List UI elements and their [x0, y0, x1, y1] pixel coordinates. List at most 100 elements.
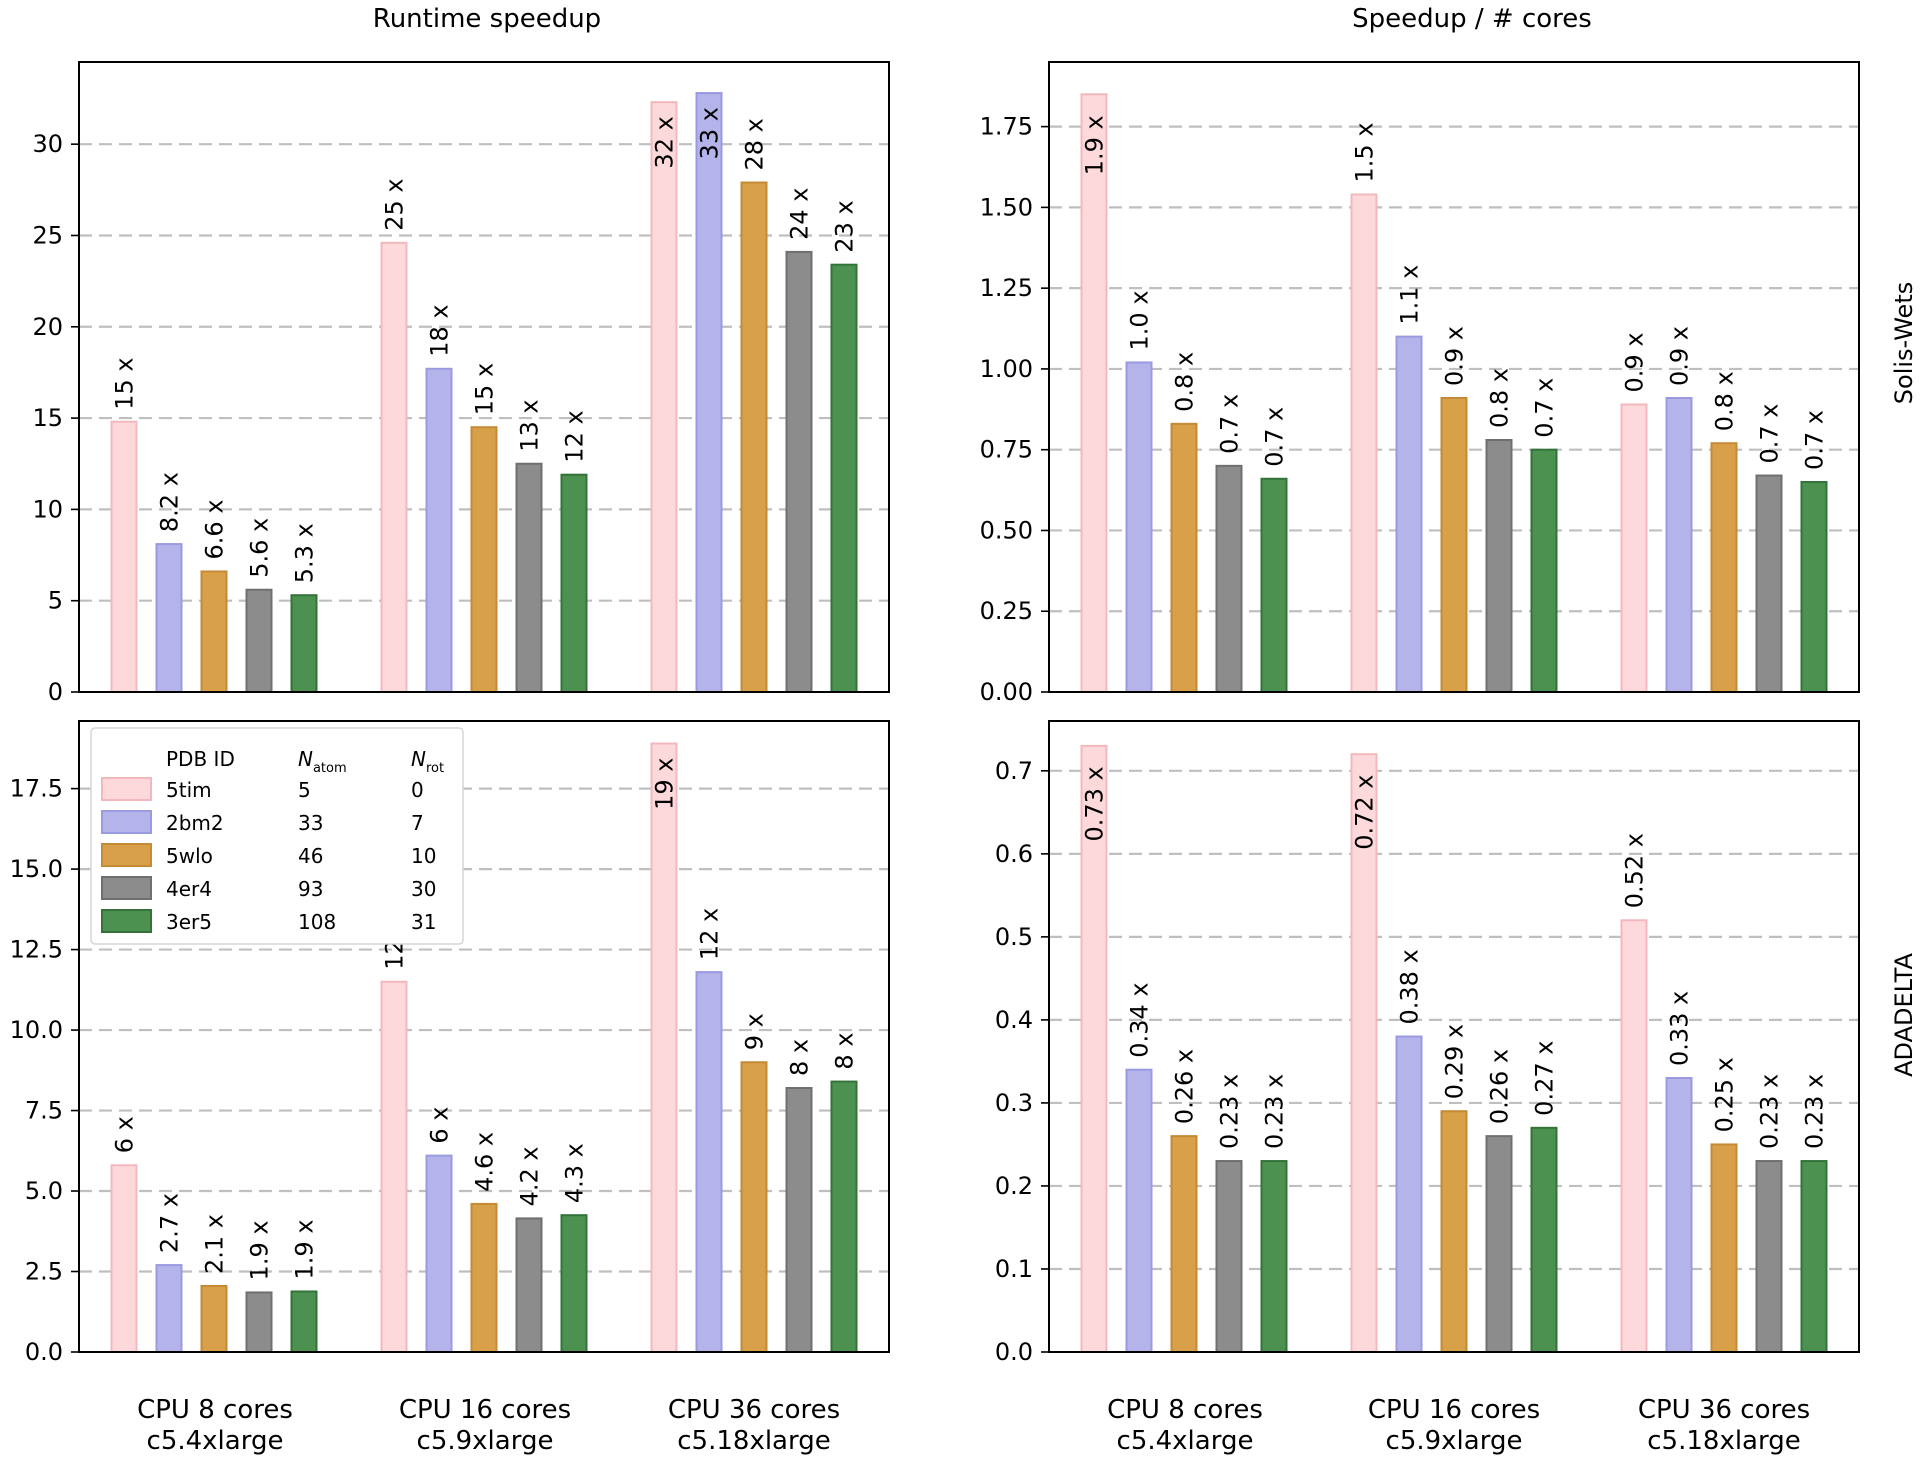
bar-value-label: 5.3 x	[291, 523, 319, 583]
legend-id: 5wlo	[166, 844, 213, 868]
y-tick-label: 1.50	[980, 193, 1033, 221]
legend-natom: 33	[298, 811, 323, 835]
bar-2bm2	[695, 971, 723, 1353]
bar-value-label: 0.7 x	[1216, 394, 1244, 454]
category-label: CPU 16 cores	[1368, 1395, 1540, 1425]
legend-nrot: 31	[411, 910, 436, 934]
bar-value-label: 9 x	[741, 1013, 769, 1050]
legend-natom: 5	[298, 778, 311, 802]
bar-value-label: 0.7 x	[1756, 404, 1784, 464]
bar-value-label: 12 x	[561, 410, 589, 462]
category-label: CPU 36 cores	[1638, 1395, 1810, 1425]
legend-id: 5tim	[166, 778, 212, 802]
bar-value-label: 0.26 x	[1171, 1049, 1199, 1124]
bar-5tim	[1350, 753, 1378, 1353]
bar-3er5	[560, 1214, 588, 1353]
bar-2bm2	[1125, 361, 1153, 693]
bar-2bm2	[155, 543, 183, 694]
bar-value-label: 0.29 x	[1441, 1024, 1469, 1099]
bar-value-label: 0.7 x	[1801, 410, 1829, 470]
legend-nrot: 7	[411, 811, 424, 835]
bar-3er5	[290, 594, 318, 694]
y-tick-label: 5.0	[25, 1177, 63, 1205]
panel-runtime-adadelta: 6 x 2.7 x 2.1 x 1.9 x 1.9 x 12 x 6 x 4.6 x 4.2 x…	[10, 720, 890, 1366]
panel-per-core-adadelta: 0.73 x 0.34 x 0.26 x 0.23 x 0.23 x 0.72 x 0.38…	[995, 720, 1860, 1366]
legend-natom: 108	[298, 910, 336, 934]
bar-value-label: 0.23 x	[1216, 1074, 1244, 1149]
bar-value-label: 0.7 x	[1261, 407, 1289, 467]
y-tick-label: 30	[32, 130, 63, 158]
legend-natom: 93	[298, 877, 323, 901]
bar-5wlo	[200, 1285, 228, 1354]
bar-4er4	[1215, 1160, 1243, 1353]
legend-id: 3er5	[166, 910, 212, 934]
bar-value-label: 0.73 x	[1081, 766, 1109, 841]
bar-5wlo	[1170, 422, 1198, 693]
y-tick-label: 1.00	[980, 355, 1033, 383]
bar-value-label: 0.9 x	[1441, 326, 1469, 386]
bar-5tim	[1350, 193, 1378, 693]
bar-5wlo	[740, 1061, 768, 1354]
bar-5tim	[380, 980, 408, 1353]
bar-3er5	[1260, 1160, 1288, 1353]
bar-value-label: 0.8 x	[1486, 368, 1514, 428]
legend-swatch-5tim	[101, 777, 152, 801]
bar-3er5	[1260, 477, 1288, 693]
bar-3er5	[1530, 448, 1558, 694]
bar-value-label: 23 x	[831, 200, 859, 252]
bar-4er4	[515, 1217, 543, 1353]
bar-value-label: 33 x	[696, 107, 724, 159]
y-tick-label: 0.1	[995, 1255, 1033, 1283]
bar-5wlo	[470, 426, 498, 693]
legend-swatch-2bm2	[101, 810, 152, 834]
bar-4er4	[1755, 1160, 1783, 1353]
y-tick-label: 20	[32, 313, 63, 341]
panel-frame	[78, 61, 890, 693]
bar-5wlo	[1440, 397, 1468, 693]
bar-value-label: 0.23 x	[1261, 1074, 1289, 1149]
bar-value-label: 8 x	[786, 1039, 814, 1076]
bar-2bm2	[1395, 335, 1423, 693]
y-tick-label: 12.5	[10, 936, 63, 964]
y-tick-label: 0.50	[980, 516, 1033, 544]
bar-value-label: 0.52 x	[1621, 833, 1649, 908]
category-sublabel: c5.18xlarge	[1647, 1426, 1800, 1456]
bar-value-label: 6.6 x	[201, 499, 229, 559]
bar-value-label: 12 x	[696, 908, 724, 960]
bar-5wlo	[1710, 442, 1738, 693]
bar-value-label: 0.8 x	[1711, 371, 1739, 431]
bar-value-label: 0.7 x	[1531, 378, 1559, 438]
bar-value-label: 4.2 x	[516, 1146, 544, 1206]
bar-value-label: 1.0 x	[1126, 290, 1154, 350]
bar-value-label: 0.8 x	[1171, 352, 1199, 412]
bar-4er4	[245, 588, 273, 694]
bar-value-label: 4.6 x	[471, 1132, 499, 1192]
bar-4er4	[515, 462, 543, 693]
category-label: CPU 8 cores	[1107, 1395, 1263, 1425]
y-tick-label: 17.5	[10, 775, 63, 803]
legend-nrot: 30	[411, 877, 436, 901]
bar-value-label: 32 x	[651, 116, 679, 168]
row-label-solis-wets: Solis-Wets	[1890, 282, 1918, 404]
bar-value-label: 25 x	[381, 178, 409, 230]
bar-5tim	[1080, 93, 1108, 694]
bar-value-label: 1.9 x	[1081, 115, 1109, 175]
bar-value-label: 1.1 x	[1396, 265, 1424, 325]
row-label-adadelta: ADADELTA	[1890, 953, 1918, 1077]
bar-4er4	[785, 1087, 813, 1354]
y-tick-label: 10	[32, 495, 63, 523]
bar-3er5	[290, 1290, 318, 1353]
bar-4er4	[1215, 464, 1243, 693]
y-tick-label: 0.5	[995, 923, 1033, 951]
category-sublabel: c5.9xlarge	[417, 1426, 554, 1456]
bar-2bm2	[425, 1154, 453, 1353]
bar-4er4	[1485, 439, 1513, 693]
bar-value-label: 13 x	[516, 399, 544, 451]
bar-value-label: 5.6 x	[246, 518, 274, 578]
bar-value-label: 1.5 x	[1351, 122, 1379, 182]
panel-frame	[1048, 720, 1860, 1353]
bar-4er4	[785, 250, 813, 693]
bar-value-label: 0.26 x	[1486, 1049, 1514, 1124]
y-tick-label: 0.4	[995, 1006, 1033, 1034]
